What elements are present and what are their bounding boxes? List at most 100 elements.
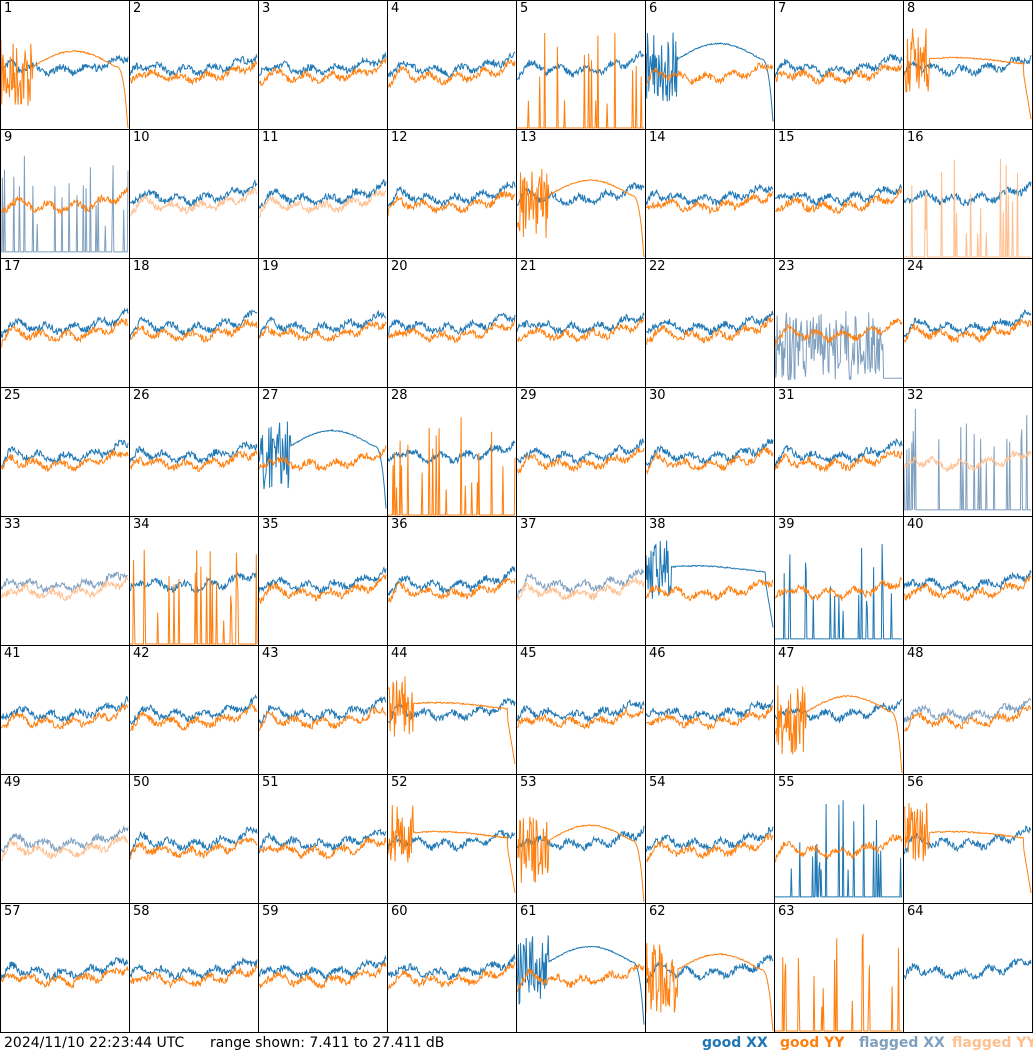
yy-trace xyxy=(387,676,516,765)
yy-trace xyxy=(0,576,129,602)
yy-trace xyxy=(258,836,387,860)
panel-plot xyxy=(903,129,1033,259)
yy-trace xyxy=(258,320,387,342)
yy-trace xyxy=(0,966,129,989)
panel-plot xyxy=(0,516,130,646)
panel-border xyxy=(774,903,904,1033)
yy-trace xyxy=(130,549,258,645)
antenna-panel: 11 xyxy=(258,129,388,259)
panel-plot xyxy=(129,0,259,130)
xx-trace xyxy=(0,307,129,338)
legend-flagged-xx: flagged XX xyxy=(859,1035,945,1051)
legend-good-xx: good XX xyxy=(702,1035,768,1051)
panel-border xyxy=(129,516,259,646)
antenna-panel: 30 xyxy=(645,387,775,517)
antenna-panel: 38 xyxy=(645,516,775,646)
xx-trace xyxy=(129,178,258,208)
yy-trace xyxy=(645,316,774,345)
antenna-panel: 18 xyxy=(129,258,259,388)
legend-flagged-yy: flagged YY xyxy=(952,1035,1033,1051)
panel-plot xyxy=(645,387,775,517)
xx-trace xyxy=(903,181,1032,207)
antenna-panel: 48 xyxy=(903,645,1033,775)
panel-border xyxy=(129,903,259,1033)
legend-good-yy: good YY xyxy=(780,1035,845,1051)
yy-trace xyxy=(387,189,516,217)
yy-trace xyxy=(775,933,902,1032)
panel-border xyxy=(129,0,259,130)
antenna-panel: 27 xyxy=(258,387,388,517)
panel-plot xyxy=(0,0,130,130)
yy-trace xyxy=(387,577,516,603)
antenna-panel: 39 xyxy=(774,516,904,646)
xx-trace xyxy=(774,698,903,724)
antenna-panel: 61 xyxy=(516,903,646,1033)
yy-trace xyxy=(0,449,129,472)
yy-trace xyxy=(0,834,129,862)
panel-plot xyxy=(0,387,130,517)
panel-plot xyxy=(645,774,775,904)
antenna-panel: 51 xyxy=(258,774,388,904)
xx-trace xyxy=(903,957,1032,981)
yy-trace xyxy=(516,577,645,602)
panel-border xyxy=(903,516,1033,646)
panel-border xyxy=(387,903,517,1033)
antenna-panel: 54 xyxy=(645,774,775,904)
yy-trace xyxy=(645,833,774,863)
xx-trace xyxy=(645,32,774,122)
xx-trace xyxy=(645,183,774,206)
panel-border xyxy=(129,387,259,517)
panel-plot xyxy=(258,774,388,904)
xx-trace xyxy=(0,54,129,79)
xx-trace xyxy=(516,825,645,852)
panel-border xyxy=(0,0,130,130)
antenna-panel: 10 xyxy=(129,129,259,259)
xx-trace xyxy=(775,544,902,640)
xx-trace xyxy=(0,571,129,594)
antenna-panel: 24 xyxy=(903,258,1033,388)
xx-trace xyxy=(903,408,1031,511)
xx-trace xyxy=(516,50,645,81)
antenna-panel: 28 xyxy=(387,387,517,517)
antenna-panel: 59 xyxy=(258,903,388,1033)
panel-plot xyxy=(516,645,646,775)
antenna-panel: 56 xyxy=(903,774,1033,904)
antenna-panel: 49 xyxy=(0,774,130,904)
yy-trace xyxy=(903,704,1031,732)
antenna-panel: 21 xyxy=(516,258,646,388)
xx-trace xyxy=(774,311,902,381)
panel-plot xyxy=(258,258,388,388)
antenna-panel: 12 xyxy=(387,129,517,259)
antenna-panel: 13 xyxy=(516,129,646,259)
yy-trace xyxy=(774,450,903,473)
antenna-panel: 31 xyxy=(774,387,904,517)
panel-border xyxy=(387,258,517,388)
panel-border xyxy=(774,0,904,130)
yy-trace xyxy=(258,705,387,732)
antenna-panel: 3 xyxy=(258,0,388,130)
yy-trace xyxy=(0,317,129,348)
antenna-panel: 29 xyxy=(516,387,646,517)
yy-trace xyxy=(0,39,129,129)
panel-plot xyxy=(387,258,517,388)
xx-trace xyxy=(645,438,774,468)
antenna-panel: 62 xyxy=(645,903,775,1033)
panel-plot xyxy=(516,903,646,1033)
panel-plot xyxy=(903,258,1033,388)
xx-trace xyxy=(258,179,387,210)
yy-trace xyxy=(645,704,774,730)
panel-plot xyxy=(903,903,1033,1033)
panel-border xyxy=(0,516,130,646)
yy-trace xyxy=(516,816,645,903)
panel-plot xyxy=(0,774,130,904)
panel-plot xyxy=(387,903,517,1033)
xx-trace xyxy=(129,53,258,78)
antenna-panel: 16 xyxy=(903,129,1033,259)
panel-plot xyxy=(129,774,259,904)
yy-trace xyxy=(903,318,1032,344)
panel-plot xyxy=(129,258,259,388)
antenna-panel: 37 xyxy=(516,516,646,646)
panel-plot xyxy=(516,129,646,259)
antenna-panel: 57 xyxy=(0,903,130,1033)
xx-trace xyxy=(774,53,903,79)
